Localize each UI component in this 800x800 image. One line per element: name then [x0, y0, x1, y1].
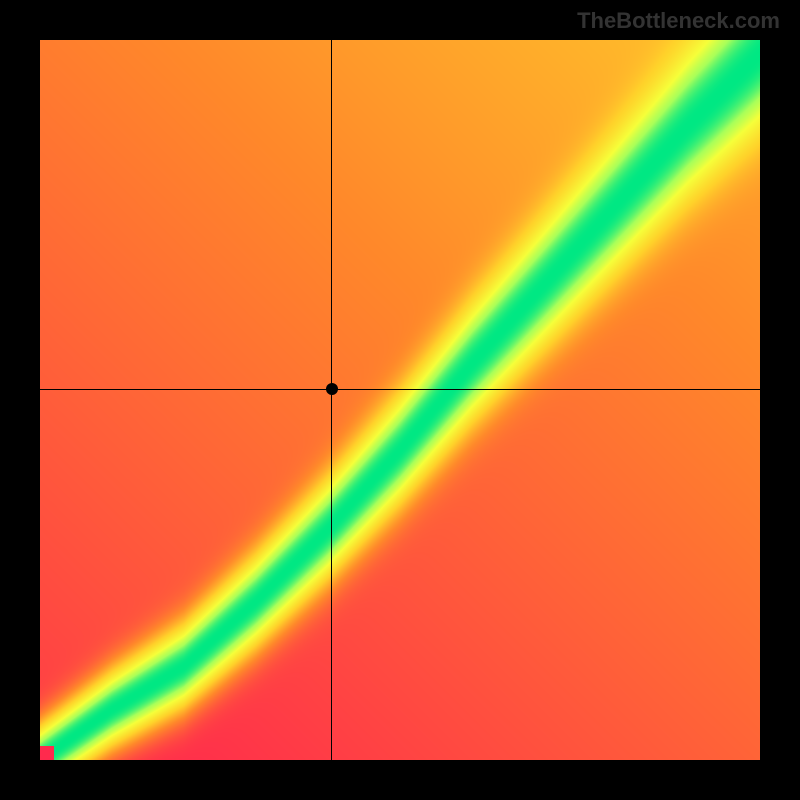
- plot-area: [40, 40, 760, 760]
- attribution-text: TheBottleneck.com: [577, 8, 780, 34]
- crosshair-vertical: [331, 40, 332, 760]
- heatmap-canvas: [40, 40, 760, 760]
- crosshair-marker: [326, 383, 338, 395]
- crosshair-horizontal: [40, 389, 760, 390]
